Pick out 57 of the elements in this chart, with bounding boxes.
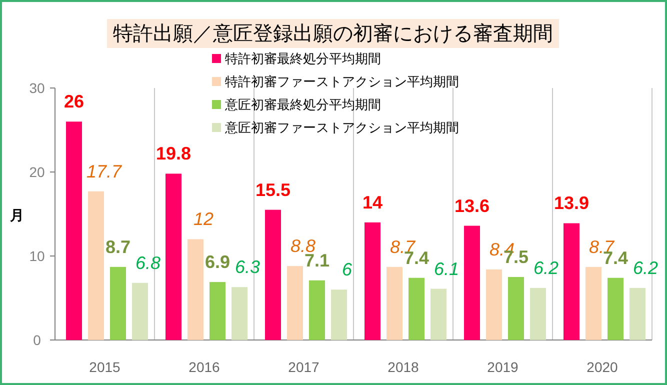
bar bbox=[586, 266, 602, 340]
y-tick-label: 0 bbox=[33, 332, 42, 348]
data-label: 6.2 bbox=[533, 258, 559, 278]
data-label: 6 bbox=[342, 260, 353, 280]
bar bbox=[430, 288, 446, 340]
legend-label: 意匠初審最終処分平均期間 bbox=[224, 97, 381, 112]
data-label: 15.5 bbox=[255, 180, 291, 200]
data-label: 13.6 bbox=[454, 196, 490, 216]
bar bbox=[530, 288, 546, 340]
bar bbox=[232, 287, 248, 340]
data-label: 26 bbox=[64, 92, 84, 112]
data-label: 6.2 bbox=[632, 258, 658, 278]
data-label: 6.8 bbox=[135, 252, 161, 273]
bar bbox=[110, 266, 126, 340]
bar bbox=[265, 210, 281, 340]
bar bbox=[166, 174, 182, 340]
x-tick-label: 2018 bbox=[388, 359, 420, 375]
x-tick-label: 2019 bbox=[487, 359, 519, 375]
legend-label: 特許初審ファーストアクション平均期間 bbox=[225, 74, 459, 89]
x-tick-label: 2017 bbox=[288, 359, 320, 375]
bar bbox=[309, 280, 325, 340]
bar bbox=[630, 288, 646, 340]
data-label: 6.9 bbox=[204, 252, 230, 272]
data-label: 6.3 bbox=[234, 257, 260, 278]
bar bbox=[88, 191, 104, 340]
chart-title: 特許出願／意匠登録出願の初審における審査期間 bbox=[113, 22, 553, 45]
legend-label: 特許初審最終処分平均期間 bbox=[225, 51, 381, 66]
y-axis-title: 月 bbox=[9, 207, 24, 223]
bar bbox=[464, 226, 480, 340]
bar bbox=[564, 223, 580, 340]
bar bbox=[386, 266, 402, 340]
bar bbox=[486, 269, 502, 340]
bar bbox=[132, 282, 148, 340]
data-label: 13.9 bbox=[554, 193, 590, 214]
bar bbox=[608, 278, 624, 340]
bar bbox=[210, 282, 226, 340]
bar bbox=[508, 277, 524, 340]
y-tick-label: 20 bbox=[29, 164, 45, 180]
data-label: 19.8 bbox=[156, 144, 192, 164]
data-label: 6.1 bbox=[434, 258, 460, 279]
x-tick-label: 2020 bbox=[586, 359, 618, 375]
bar bbox=[364, 222, 380, 340]
data-label: 17.7 bbox=[86, 161, 122, 182]
bar bbox=[287, 266, 303, 340]
data-label: 14 bbox=[362, 192, 383, 212]
bar bbox=[188, 239, 204, 340]
title: 特許出願／意匠登録出願の初審における審査期間 bbox=[107, 19, 559, 48]
bar bbox=[66, 122, 82, 340]
data-label: 12 bbox=[193, 209, 214, 230]
bar bbox=[331, 290, 347, 340]
data-label: 8.7 bbox=[105, 236, 131, 257]
x-tick-label: 2015 bbox=[89, 359, 121, 375]
y-tick-label: 10 bbox=[29, 248, 45, 264]
legend-label: 意匠初審ファーストアクション平均期間 bbox=[224, 120, 459, 135]
bar bbox=[408, 278, 424, 340]
y-tick-label: 30 bbox=[29, 80, 45, 96]
x-tick-label: 2016 bbox=[188, 359, 220, 375]
